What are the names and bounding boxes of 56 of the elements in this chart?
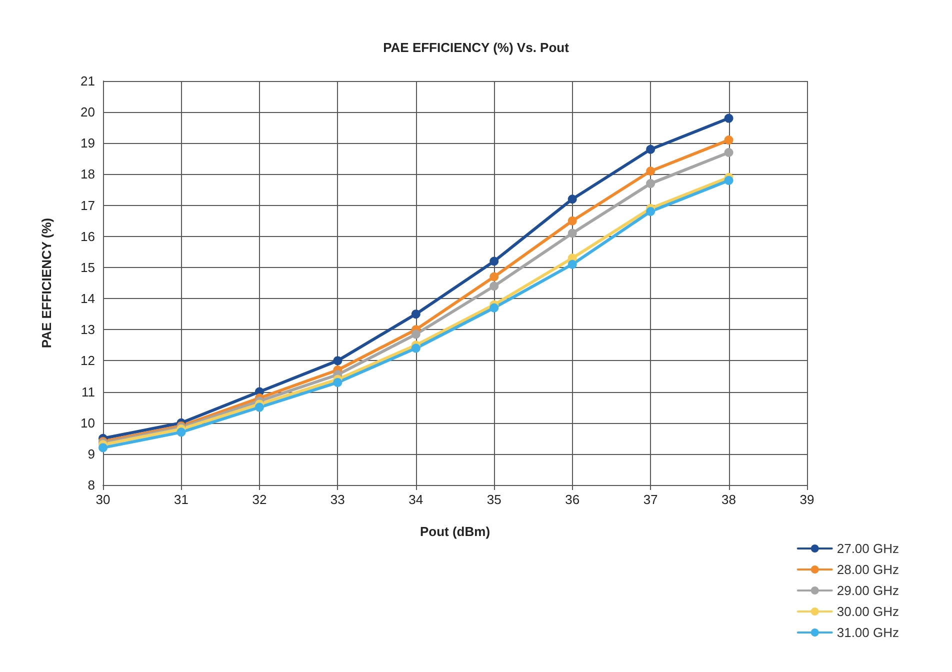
point bbox=[724, 114, 734, 123]
x-tick-label: 33 bbox=[330, 492, 345, 507]
y-tick-label: 17 bbox=[80, 198, 95, 213]
point bbox=[411, 344, 420, 353]
legend-label: 31.00 GHz bbox=[836, 625, 900, 640]
point bbox=[490, 282, 499, 291]
x-tick-label: 38 bbox=[722, 492, 736, 507]
y-tick-label: 8 bbox=[88, 478, 95, 492]
point bbox=[724, 136, 734, 145]
y-tick-label: 9 bbox=[88, 446, 95, 462]
chart-title: PAE EFFICIENCY (%) Vs. Pout bbox=[383, 40, 570, 55]
legend-label: 29.00 GHz bbox=[836, 583, 900, 598]
point bbox=[490, 272, 499, 282]
legend-label: 30.00 GHz bbox=[836, 604, 900, 619]
point bbox=[646, 144, 656, 154]
x-tick-label: 37 bbox=[643, 492, 658, 507]
y-tick-label: 19 bbox=[80, 136, 95, 151]
y-tick-label: 20 bbox=[80, 104, 95, 120]
point bbox=[333, 356, 342, 366]
point bbox=[724, 176, 734, 185]
point bbox=[254, 402, 264, 412]
point bbox=[98, 443, 108, 452]
point bbox=[724, 148, 734, 157]
point bbox=[411, 310, 420, 319]
y-tick-label: 16 bbox=[80, 228, 95, 244]
y-tick-label: 14 bbox=[80, 291, 95, 306]
x-tick-label: 34 bbox=[408, 492, 424, 507]
point bbox=[411, 330, 420, 339]
legend-label: 28.00 GHz bbox=[836, 562, 900, 577]
point bbox=[646, 179, 656, 188]
point bbox=[490, 256, 499, 266]
legend-label: 27.00 GHz bbox=[836, 541, 900, 556]
point bbox=[490, 303, 499, 312]
y-tick-label: 10 bbox=[80, 415, 95, 430]
point bbox=[333, 378, 342, 387]
x-tick-label: 35 bbox=[486, 492, 502, 507]
y-tick-label: 21 bbox=[80, 74, 95, 88]
x-tick-label: 31 bbox=[174, 492, 188, 507]
point bbox=[568, 194, 577, 204]
point bbox=[646, 166, 656, 176]
point bbox=[646, 207, 656, 216]
point bbox=[568, 228, 577, 238]
y-tick-label: 15 bbox=[80, 260, 95, 275]
y-tick-label: 11 bbox=[82, 384, 95, 400]
point bbox=[176, 428, 186, 437]
x-tick-label: 36 bbox=[565, 492, 580, 507]
y-tick-label: 18 bbox=[80, 166, 95, 182]
point bbox=[568, 216, 577, 226]
y-tick-label: 13 bbox=[80, 322, 95, 338]
x-axis-title: Pout (dBm) bbox=[420, 524, 490, 539]
x-tick-label: 39 bbox=[800, 492, 814, 507]
y-tick-label: 12 bbox=[80, 353, 95, 368]
point bbox=[568, 260, 577, 269]
x-tick-label: 30 bbox=[96, 492, 110, 507]
x-tick-label: 32 bbox=[252, 492, 267, 507]
y-axis-title: PAE EFFICIENCY (%) bbox=[39, 218, 54, 348]
